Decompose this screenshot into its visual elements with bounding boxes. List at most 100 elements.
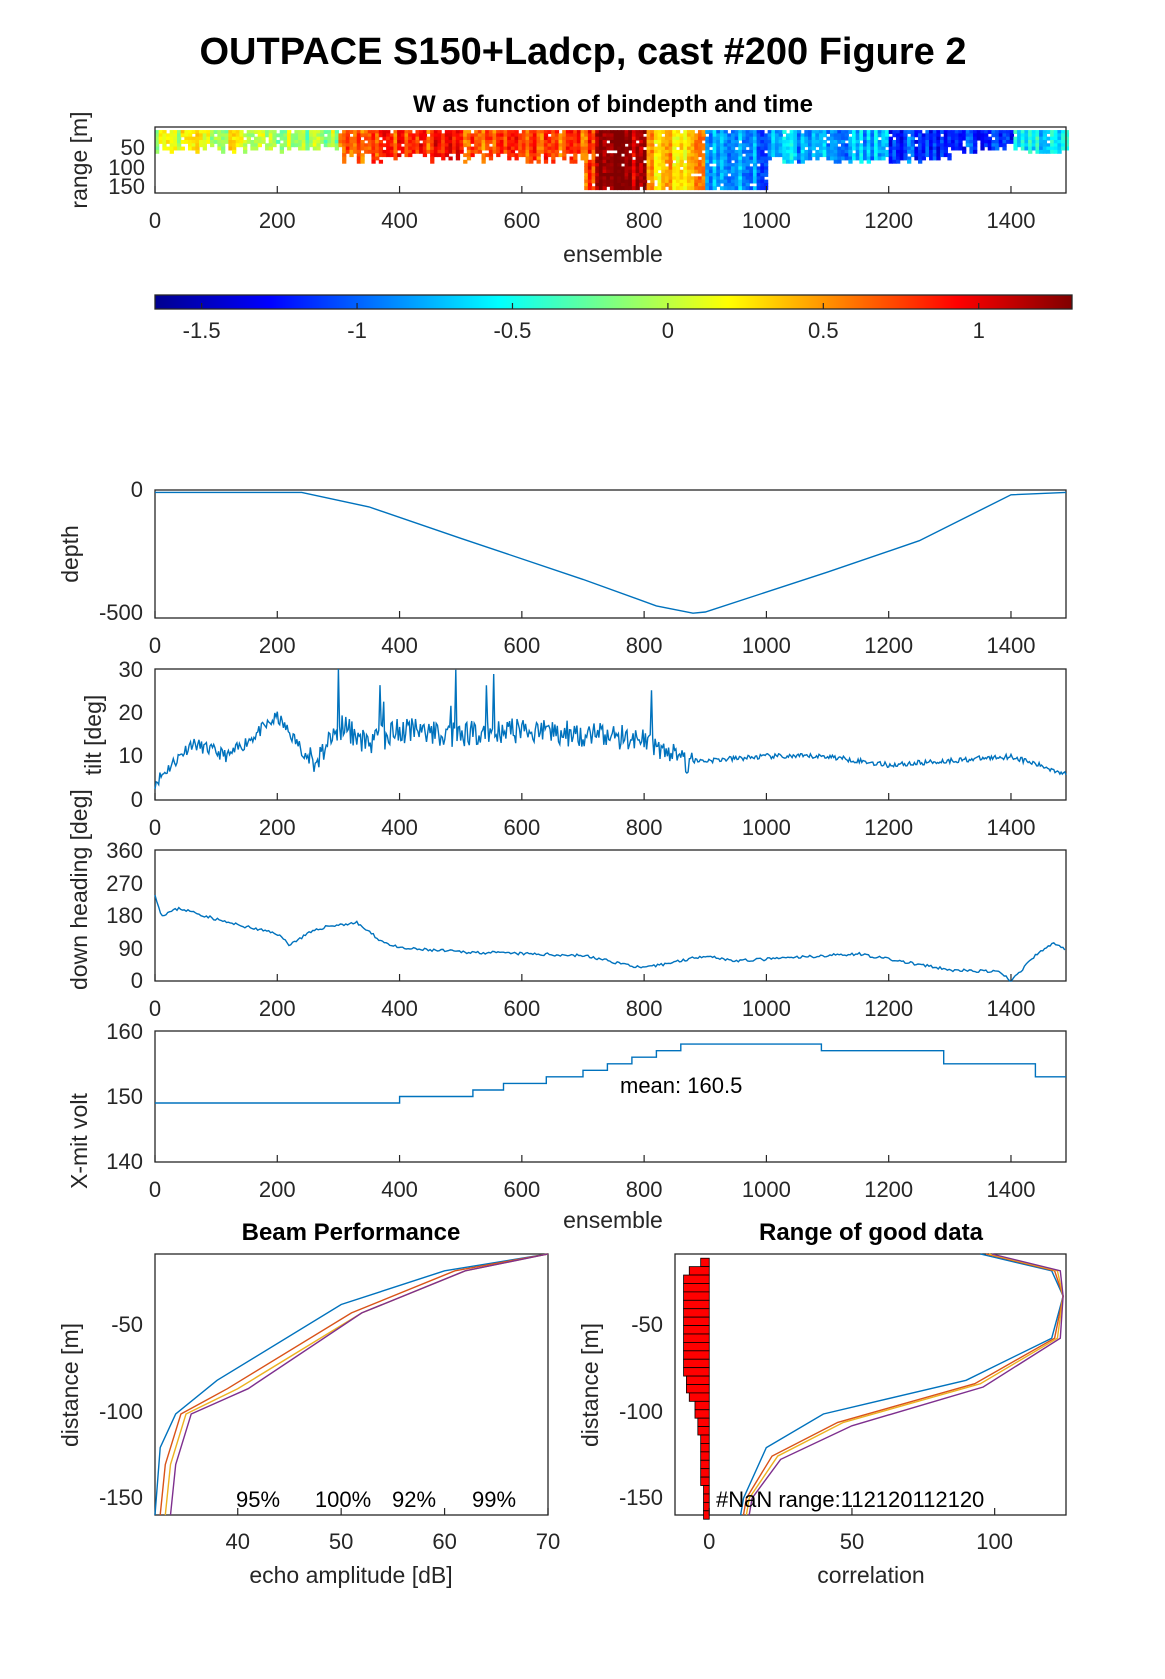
heatmap-cell <box>261 130 266 134</box>
heatmap-cell <box>749 169 754 174</box>
heatmap-cell <box>642 156 648 161</box>
heatmap-cell <box>741 146 747 151</box>
heatmap-cell <box>719 159 725 164</box>
heatmap-cell <box>499 133 505 138</box>
heatmap-cell <box>650 176 655 181</box>
heatmap-cell <box>690 133 695 138</box>
heatmap-cell <box>466 153 472 158</box>
heatmap-cell <box>969 139 974 144</box>
heatmap-cell <box>690 139 695 144</box>
heatmap-cell <box>936 153 941 158</box>
heatmap-cell <box>730 163 736 167</box>
heatmap-cell <box>463 159 468 164</box>
heatmap-cell <box>668 186 673 191</box>
heatmap-cell <box>863 143 868 148</box>
heatmap-cell <box>617 176 622 181</box>
heatmap-cell <box>268 146 273 151</box>
heatmap-cell <box>455 146 461 151</box>
panel-heading-xticks: 0 200 400 600 800 1000 1200 1400 <box>149 974 1035 1021</box>
heatmap-cell <box>866 133 871 138</box>
heatmap-cell <box>595 166 600 171</box>
heatmap-cell <box>430 136 435 141</box>
heatmap-cell <box>624 182 629 187</box>
heatmap-cell <box>525 159 530 164</box>
heatmap-cell <box>694 146 699 151</box>
heatmap-cell <box>375 149 380 154</box>
heatmap-cell <box>591 176 596 181</box>
heatmap-cell <box>1046 130 1051 134</box>
heatmap-cell <box>617 179 622 184</box>
heatmap-cell <box>463 153 468 158</box>
heatmap-cell <box>650 173 655 177</box>
xtick-label: 800 <box>626 208 663 233</box>
heatmap-cell <box>672 149 677 154</box>
heatmap-cell <box>345 136 351 141</box>
heatmap-cell <box>595 143 600 148</box>
heatmap-cell <box>239 130 244 134</box>
heatmap-cell <box>635 133 640 138</box>
heatmap-cell <box>591 146 596 151</box>
heatmap-cell <box>679 133 684 138</box>
heatmap-cell <box>679 169 684 174</box>
heatmap-cell <box>789 149 794 154</box>
heatmap-cell <box>474 149 479 154</box>
heatmap-cell <box>620 149 626 154</box>
heatmap-cell <box>415 143 420 148</box>
heatmap-cell <box>404 133 409 138</box>
heatmap-cell <box>639 153 644 158</box>
heatmap-cell <box>290 143 296 148</box>
heatmap-cell <box>287 146 292 151</box>
heatmap-cell <box>844 143 849 148</box>
heatmap-cell <box>800 143 805 148</box>
heatmap-cell <box>584 143 589 148</box>
heatmap-cell <box>694 169 699 174</box>
heatmap-cell <box>287 130 292 134</box>
heatmap-cell <box>690 156 695 161</box>
heatmap-cell <box>785 153 791 158</box>
heatmap-cell <box>334 136 340 141</box>
heatmap-cell <box>558 133 563 138</box>
heatmap-cell <box>415 133 420 138</box>
heatmap-cell <box>998 143 1004 148</box>
heatmap-cell <box>569 156 574 161</box>
heatmap-cell <box>1057 139 1062 144</box>
heatmap-cell <box>349 153 354 158</box>
heatmap-cell <box>510 133 516 138</box>
heatmap-cell <box>243 149 248 154</box>
heatmap-cell <box>206 139 211 144</box>
heatmap-cell <box>448 133 453 138</box>
heatmap-cell <box>741 169 747 174</box>
heatmap-cell <box>962 130 967 134</box>
heatmap-cell <box>518 136 523 141</box>
range-bar <box>686 1375 710 1385</box>
heatmap-cell <box>903 139 908 144</box>
heatmap-cell <box>778 143 783 148</box>
heatmap-cell <box>881 149 886 154</box>
heatmap-cell <box>587 163 593 167</box>
heatmap-cell <box>701 176 706 181</box>
heatmap-cell <box>701 173 706 177</box>
heatmap-cell <box>532 146 538 151</box>
heatmap-cell <box>848 146 853 151</box>
heatmap-cell <box>690 186 695 191</box>
heatmap-cell <box>606 169 611 174</box>
heatmap-cell <box>793 143 798 148</box>
heatmap-cell <box>455 133 461 138</box>
heatmap-cell <box>477 139 483 144</box>
heatmap-cell <box>180 130 185 134</box>
beam-percentage: 99% <box>472 1487 516 1512</box>
heatmap-cell <box>620 186 626 191</box>
heatmap-cell <box>595 133 600 138</box>
heatmap-cell <box>796 143 802 148</box>
heatmap-cell <box>719 153 725 158</box>
heatmap-cell <box>642 176 648 181</box>
heatmap-cell <box>580 146 585 151</box>
heatmap-cell <box>763 139 769 144</box>
heatmap-cell <box>741 130 747 134</box>
heatmap-cell <box>587 136 593 141</box>
heatmap-cell <box>807 149 813 154</box>
heatmap-cell <box>606 143 611 148</box>
heatmap-cell <box>679 179 684 184</box>
heatmap-cell <box>562 143 567 148</box>
figure-title: OUTPACE S150+Ladcp, cast #200 Figure 2 <box>200 31 967 73</box>
